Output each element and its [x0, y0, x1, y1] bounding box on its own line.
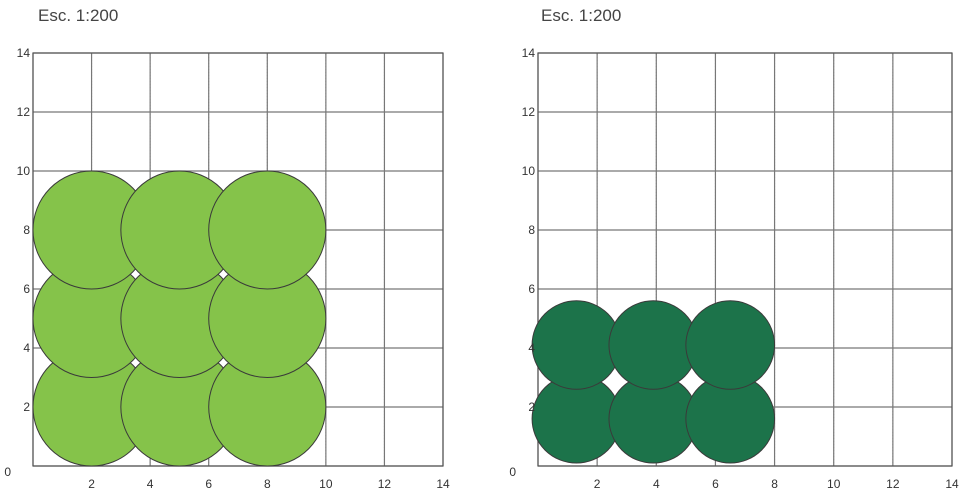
circle [531, 300, 622, 390]
y-tick-label: 6 [23, 282, 30, 296]
y-tick-label: 14 [17, 46, 31, 60]
plot-frame [537, 52, 953, 467]
x-tick-label: 12 [378, 477, 392, 491]
x-tick-label: 6 [712, 477, 719, 491]
x-tick-label: 14 [945, 477, 959, 491]
circle [685, 300, 776, 390]
left-panel: 0 2 4 6 8 10 12 14 2 4 6 8 10 12 14 [4, 46, 450, 491]
y-tick-label: 2 [528, 400, 535, 414]
circle [208, 170, 327, 290]
y-tick-label: 12 [522, 105, 536, 119]
plot-frame [32, 52, 444, 467]
x-tick-label: 4 [653, 477, 660, 491]
x-tick-label: 6 [205, 477, 212, 491]
x-tick-label: 0 [509, 465, 516, 479]
x-tick-label: 10 [319, 477, 333, 491]
y-tick-label: 10 [17, 164, 31, 178]
y-tick-label: 6 [528, 282, 535, 296]
x-tick-label: 12 [886, 477, 900, 491]
y-tick-label: 8 [528, 223, 535, 237]
scale-label-left: Esc. 1:200 [38, 6, 119, 25]
circles [531, 300, 776, 464]
y-tick-label: 14 [522, 46, 536, 60]
scale-label-right: Esc. 1:200 [541, 6, 622, 25]
y-tick-label: 12 [17, 105, 31, 119]
y-tick-label: 4 [528, 341, 535, 355]
y-tick-label: 10 [522, 164, 536, 178]
circles [32, 170, 327, 467]
y-tick-label: 2 [23, 400, 30, 414]
tick-labels: 0 2 4 6 8 10 12 14 2 4 6 8 10 12 14 [509, 46, 959, 491]
right-panel: 0 2 4 6 8 10 12 14 2 4 6 8 10 12 14 [509, 46, 959, 491]
x-tick-label: 8 [771, 477, 778, 491]
x-tick-label: 10 [827, 477, 841, 491]
y-tick-label: 8 [23, 223, 30, 237]
tick-labels: 0 2 4 6 8 10 12 14 2 4 6 8 10 12 14 [4, 46, 450, 491]
x-tick-label: 14 [436, 477, 450, 491]
x-tick-label: 4 [147, 477, 154, 491]
x-tick-label: 8 [264, 477, 271, 491]
circle [608, 300, 699, 390]
y-tick-label: 4 [23, 341, 30, 355]
x-tick-label: 2 [88, 477, 95, 491]
x-tick-label: 0 [4, 465, 11, 479]
x-tick-label: 2 [594, 477, 601, 491]
